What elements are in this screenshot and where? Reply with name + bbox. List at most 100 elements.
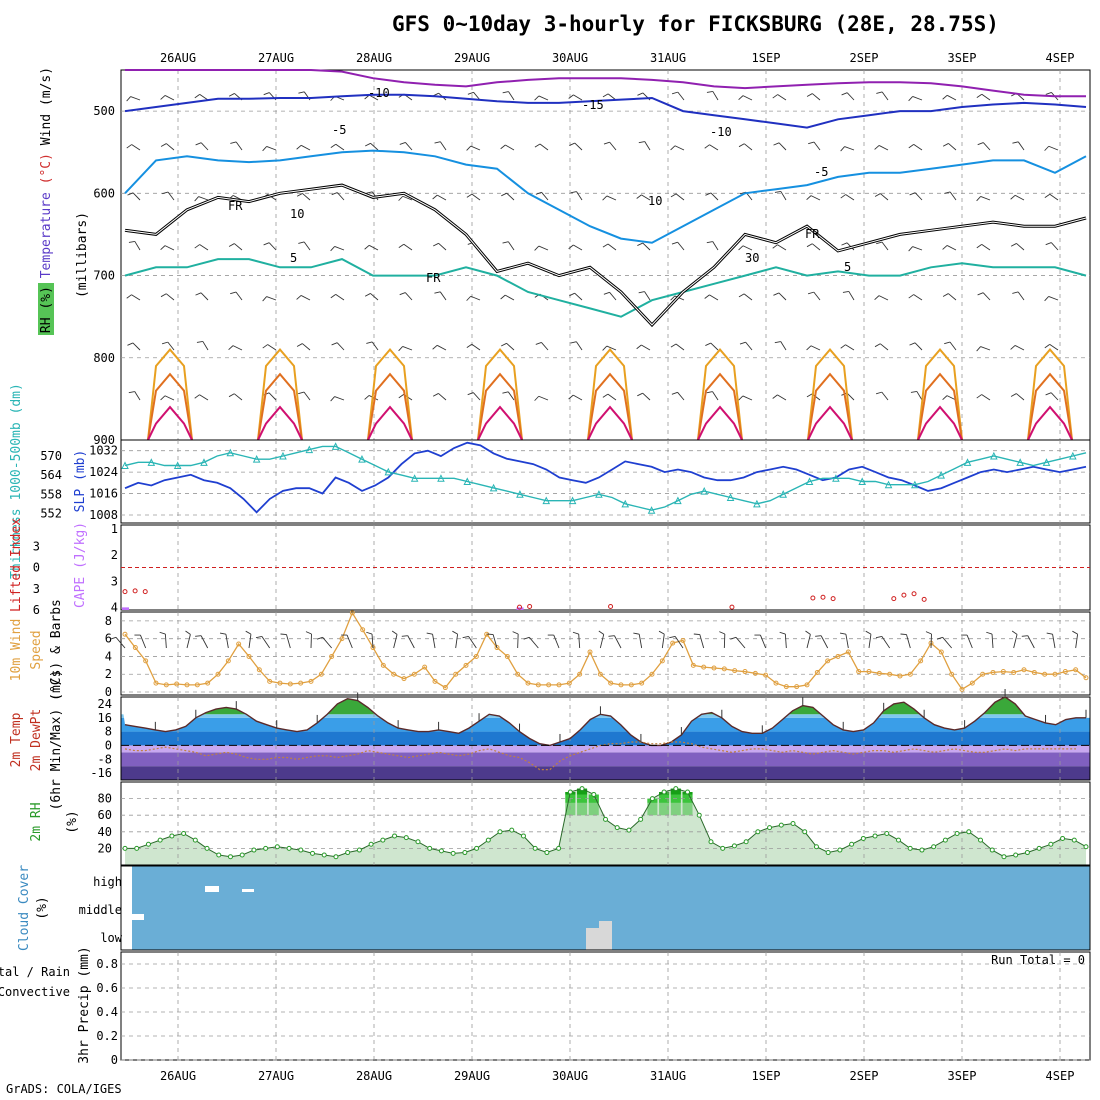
wind-point-72 (866, 669, 872, 675)
wind-point-23 (360, 627, 366, 633)
upper-barb-25-1 (982, 142, 991, 151)
rh-point-61 (837, 847, 843, 853)
upper-barb-0-3 (134, 241, 141, 251)
wind-point-87 (1021, 667, 1027, 673)
rh-point-15 (298, 847, 304, 853)
wind-barb-70 (845, 634, 849, 649)
upper-barb-26-5-flag (1010, 345, 1016, 350)
upper-barb-16-2-flag (670, 193, 677, 198)
upper-barb-26-4 (1017, 291, 1025, 301)
isotherm-label-10: 10 (290, 207, 304, 221)
wind-barb-54-flag (669, 635, 676, 639)
upper-barb-6-6-flag (330, 396, 335, 402)
isotherm-label-2: -10 (710, 125, 732, 139)
wind-barb-48 (614, 635, 622, 649)
isotherm-label-3: -5 (332, 123, 346, 137)
cloud-ylabel-1-part-0: Cloud Cover (17, 865, 32, 951)
upper-barb-1-4 (165, 293, 175, 301)
wind-point-45 (587, 649, 593, 655)
upper-barb-4-6 (268, 392, 277, 401)
upper-ylabel-part-3: Wind (m/s) (39, 67, 54, 153)
upper-barb-15-5-flag (636, 344, 642, 350)
upper-barb-25-4-flag (977, 292, 984, 296)
rh-point-5 (181, 830, 187, 836)
date-bottom-9: 4SEP (1046, 1069, 1075, 1083)
upper-barb-22-5 (879, 343, 889, 351)
isotherm-label-9: FR (805, 227, 820, 241)
wind-barb-34 (468, 636, 477, 649)
date-top-5: 31AUG (650, 51, 686, 65)
rh-point-31 (485, 837, 491, 843)
warm-isotherm-1-5 (697, 372, 743, 441)
wind-barb-82 (966, 634, 973, 649)
wind-barb-70-flag (839, 632, 846, 635)
upper-barb-1-4-flag (160, 293, 167, 298)
warm-isotherm-0-7 (917, 348, 963, 441)
upper-ytick-2: 700 (93, 269, 115, 283)
upper-barb-16-1-flag (670, 145, 676, 151)
li-point-6 (729, 604, 735, 610)
rh-point-51 (720, 845, 726, 851)
wind-barb-88-flag (1021, 635, 1028, 637)
upper-barb-10-2-flag (466, 193, 473, 198)
upper-barb-27-6-flag (1045, 392, 1052, 396)
rh-point-82 (1083, 844, 1089, 850)
rh-ylabel-2: (%) (65, 810, 80, 833)
temp-mask (121, 697, 1090, 746)
upper-barb-13-4-flag (569, 292, 575, 297)
date-bottom-2: 28AUG (356, 1069, 392, 1083)
upper-barb-24-2-flag (944, 191, 951, 194)
rh-point-12 (263, 845, 269, 851)
upper-barb-22-1 (878, 145, 889, 151)
slp-tick-3: 1032 (89, 444, 118, 458)
upper-barb-12-1-flag (534, 143, 541, 148)
rh-ylabel-2-part-0: (%) (65, 810, 80, 833)
upper-barb-0-1 (131, 144, 141, 151)
wind-barb-64 (784, 634, 787, 649)
upper-ytick-3: 800 (93, 351, 115, 365)
upper-barb-21-2 (845, 194, 855, 201)
date-bottom-6: 1SEP (752, 1069, 781, 1083)
wind-point-0 (122, 631, 128, 637)
slp-tick-1: 1016 (89, 487, 118, 501)
upper-barb-19-2 (780, 191, 787, 201)
upper-barb-23-1-flag (908, 144, 914, 149)
rh-point-9 (227, 854, 233, 860)
upper-barb-6-5-flag (331, 342, 338, 346)
wind-point-20 (329, 653, 335, 659)
upper-barb-17-1 (709, 144, 719, 151)
upper-barb-0-1-flag (126, 144, 132, 149)
wind-barb-80-flag (936, 636, 943, 640)
warm-isotherm-2-2 (367, 405, 413, 441)
upper-barb-11-6 (507, 391, 515, 401)
slp-ylabel-part-0: SLP (mb) (73, 450, 88, 513)
thickness-marker-30 (516, 490, 524, 498)
wind-point-22 (349, 610, 355, 616)
wind-point-43 (566, 680, 572, 686)
date-top-0: 26AUG (160, 51, 196, 65)
upper-barb-15-1 (644, 141, 651, 151)
wind-barb-16-flag (280, 633, 287, 635)
rh-tick-2: 60 (98, 808, 112, 822)
cloud-low-patch-2 (599, 921, 612, 950)
upper-barb-5-2 (302, 193, 311, 201)
wind-barb-86-flag (1011, 630, 1018, 635)
thickness-marker-66 (990, 451, 998, 460)
upper-barb-17-6 (712, 391, 719, 401)
upper-barb-15-6-flag (637, 392, 643, 397)
upper-barb-1-2-flag (162, 191, 169, 195)
upper-barb-27-1-flag (1044, 145, 1050, 151)
rh-point-43 (626, 827, 632, 833)
upper-barb-12-1 (539, 143, 549, 151)
wind-barb-28 (407, 635, 415, 649)
thickness-marker-12 (279, 451, 287, 460)
upper-barb-25-3-flag (976, 244, 982, 249)
warm-isotherm-0-0 (147, 348, 193, 441)
upper-barb-14-5 (606, 345, 617, 351)
upper-barb-10-2 (471, 193, 481, 201)
upper-barb-4-4-flag (262, 296, 267, 302)
upper-barb-11-1-flag (500, 144, 506, 150)
wind-barb-32-flag (452, 630, 458, 635)
upper-barb-13-4 (574, 292, 583, 301)
date-bottom-7: 2SEP (850, 1069, 879, 1083)
